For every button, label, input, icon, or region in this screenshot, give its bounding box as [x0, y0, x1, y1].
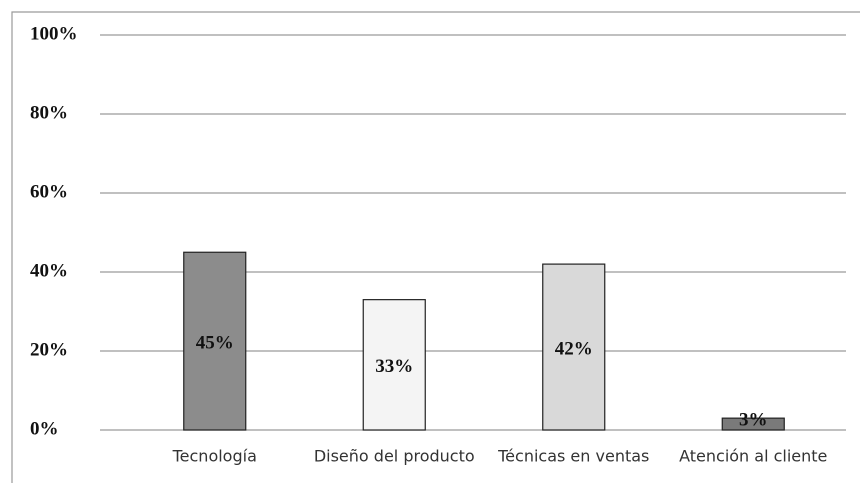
value-label: 33%	[375, 356, 413, 377]
chart-frame	[11, 11, 860, 483]
y-tick-label: 40%	[30, 260, 68, 281]
y-tick-label: 100%	[30, 23, 78, 44]
value-label: 45%	[196, 332, 234, 353]
x-tick-label: Atención al cliente	[679, 447, 827, 466]
y-tick-label: 0%	[30, 418, 59, 439]
y-tick-label: 20%	[30, 339, 68, 360]
bar	[721, 417, 785, 431]
bar	[362, 299, 426, 431]
value-label: 3%	[739, 409, 768, 430]
y-tick-label: 80%	[30, 102, 68, 123]
x-tick-label: Técnicas en ventas	[497, 447, 649, 466]
x-tick-label: Tecnología	[172, 447, 257, 466]
bar	[542, 263, 606, 431]
y-tick-label: 60%	[30, 181, 68, 202]
x-tick-label: Diseño del producto	[314, 447, 475, 466]
value-label: 42%	[555, 338, 593, 359]
bar	[183, 251, 247, 431]
